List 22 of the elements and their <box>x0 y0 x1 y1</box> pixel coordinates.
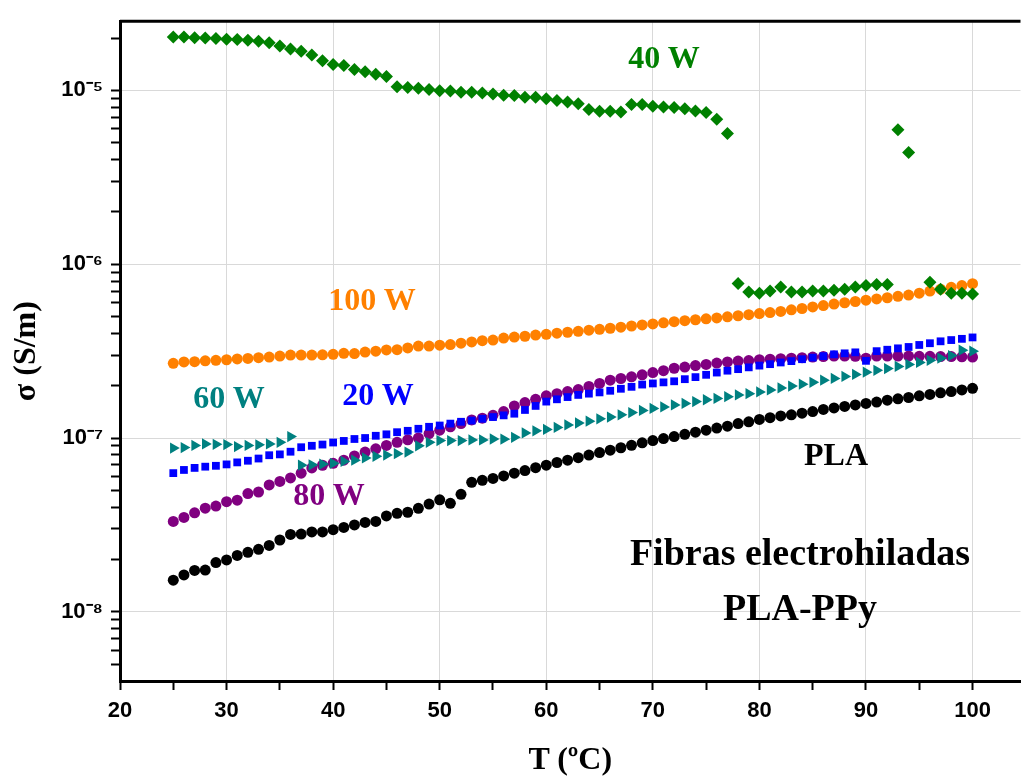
x-axis-title: T (ºC) <box>528 740 613 777</box>
y-tick-label: 10⁻⁷ <box>62 424 103 450</box>
y-tick-label: 10⁻⁸ <box>61 597 103 623</box>
series-label: 80 W <box>293 476 365 513</box>
x-tick-label: 40 <box>320 697 346 723</box>
series-label: 100 W <box>328 281 416 318</box>
x-tick-label: 30 <box>214 697 239 723</box>
series-label: 40 W <box>628 39 700 76</box>
series-label: PLA <box>804 436 868 473</box>
annotation: Fibras electrohiladas PLA-PPy <box>629 530 971 628</box>
y-axis-title: σ (S/m) <box>6 301 43 402</box>
x-tick-label: 100 <box>954 697 991 723</box>
x-tick-label: 20 <box>107 697 133 723</box>
y-tick-label: 10⁻⁶ <box>61 250 103 276</box>
x-tick-label: 60 <box>534 697 559 723</box>
series-label: 60 W <box>193 379 265 416</box>
series-label: 20 W <box>342 376 414 413</box>
x-tick-label: 90 <box>853 697 879 723</box>
y-tick-label: 10⁻⁵ <box>61 76 103 102</box>
x-tick-label: 80 <box>747 697 772 723</box>
x-tick-label: 70 <box>640 697 666 723</box>
x-tick-label: 50 <box>427 697 452 723</box>
